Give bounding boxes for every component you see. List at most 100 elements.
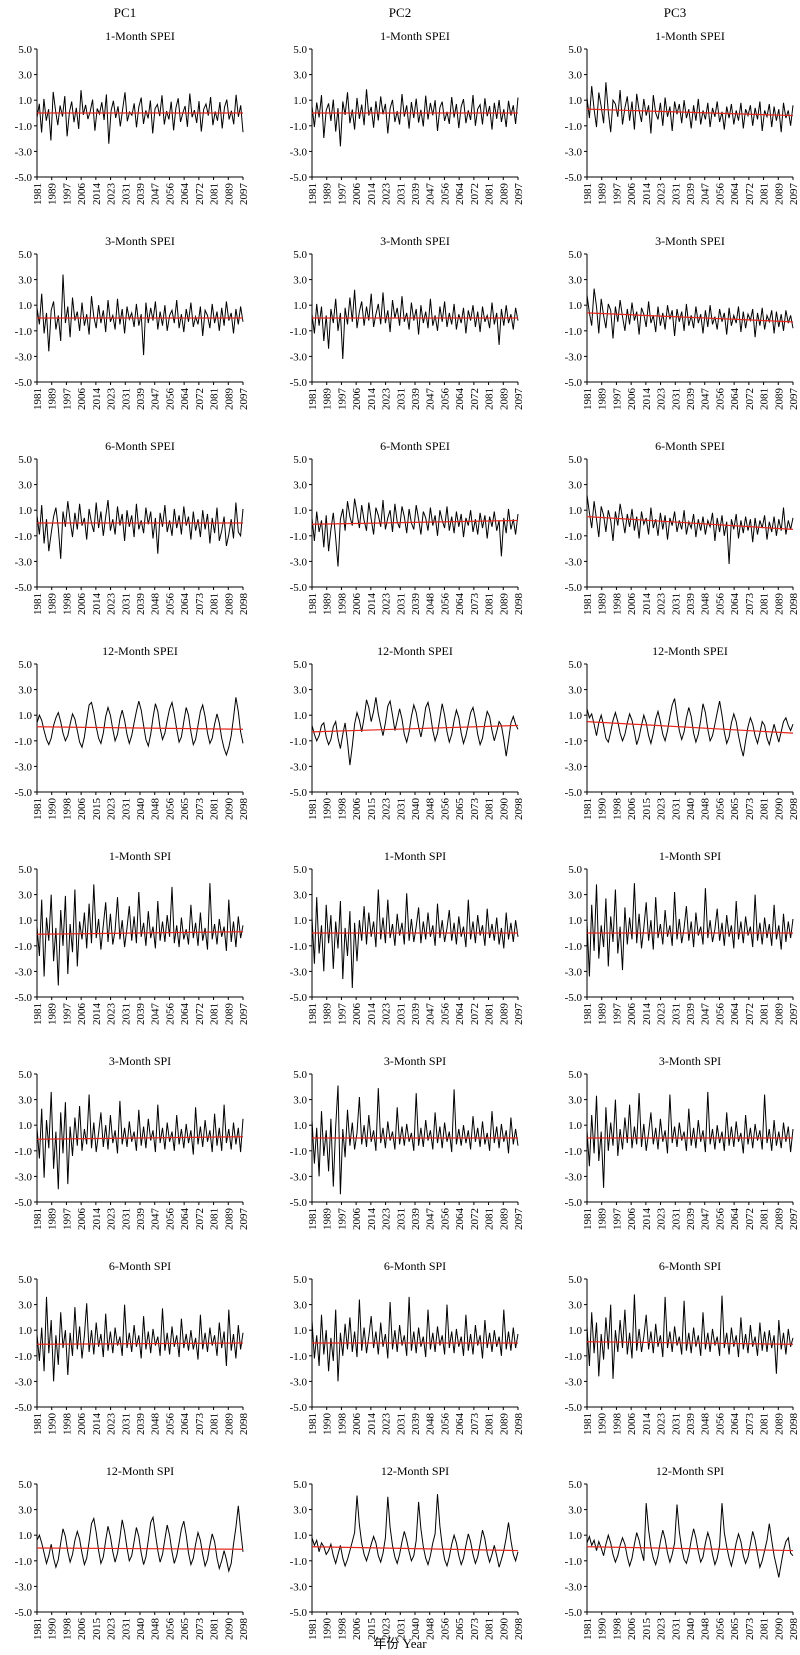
series-line bbox=[36, 883, 244, 986]
x-tick-label: 2065 bbox=[179, 1618, 191, 1641]
x-tick-label: 2089 bbox=[773, 183, 785, 206]
x-tick-label: 2072 bbox=[194, 1003, 206, 1025]
x-tick-label: 1981 bbox=[32, 183, 44, 205]
chart-title: 12-Month SPI bbox=[381, 1464, 449, 1478]
x-tick-label: 2048 bbox=[425, 1618, 437, 1641]
x-tick-label: 2014 bbox=[91, 1003, 103, 1026]
y-tick-label: -3.0 bbox=[565, 351, 583, 363]
y-tick-label: -3.0 bbox=[565, 556, 583, 568]
x-tick-label: 1998 bbox=[611, 1413, 623, 1436]
chart-title: 6-Month SPEI bbox=[105, 439, 175, 453]
x-tick-label: 2006 bbox=[76, 1003, 88, 1026]
x-tick-label: 2073 bbox=[194, 593, 206, 616]
x-tick-label: 2014 bbox=[366, 183, 378, 206]
x-tick-label: 2081 bbox=[759, 1618, 771, 1640]
y-tick-label: -5.0 bbox=[565, 582, 583, 594]
x-tick-label: 2031 bbox=[395, 183, 407, 205]
x-tick-label: 2064 bbox=[729, 1208, 741, 1231]
x-tick-label: 2065 bbox=[729, 798, 741, 821]
trend-line bbox=[311, 1546, 519, 1552]
x-tick-label: 2006 bbox=[626, 1208, 638, 1231]
x-tick-label: 2098 bbox=[238, 593, 250, 616]
x-tick-label: 2014 bbox=[366, 1413, 378, 1436]
x-tick-label: 2031 bbox=[395, 1618, 407, 1640]
y-tick-label: 5.0 bbox=[293, 249, 307, 261]
x-tick-label: 2089 bbox=[223, 1208, 235, 1231]
x-tick-label: 2081 bbox=[209, 1003, 221, 1025]
x-tick-label: 2072 bbox=[469, 1208, 481, 1230]
y-tick-label: 5.0 bbox=[293, 1479, 307, 1491]
x-tick-label: 1997 bbox=[336, 183, 348, 206]
x-tick-label: 2064 bbox=[729, 593, 741, 616]
x-tick-label: 2056 bbox=[164, 1003, 176, 1026]
y-tick-label: -1.0 bbox=[290, 326, 308, 338]
x-tick-label: 2089 bbox=[498, 1413, 510, 1436]
series-line bbox=[36, 1505, 244, 1573]
x-tick-label: 2089 bbox=[223, 388, 235, 411]
x-tick-label: 2072 bbox=[194, 388, 206, 410]
x-tick-label: 2023 bbox=[106, 388, 118, 411]
y-tick-label: 5.0 bbox=[568, 1069, 582, 1081]
series-line bbox=[586, 1294, 794, 1379]
y-tick-label: -1.0 bbox=[290, 1146, 308, 1158]
x-tick-label: 2015 bbox=[366, 1618, 378, 1641]
x-tick-label: 2089 bbox=[223, 1413, 235, 1436]
y-tick-label: -5.0 bbox=[290, 377, 308, 389]
x-tick-label: 2039 bbox=[135, 593, 147, 616]
chart-title: 6-Month SPI bbox=[109, 1259, 171, 1273]
chart-title: 3-Month SPEI bbox=[105, 234, 175, 248]
x-tick-label: 2006 bbox=[626, 183, 638, 206]
y-tick-label: -3.0 bbox=[290, 556, 308, 568]
x-tick-label: 2056 bbox=[714, 183, 726, 206]
x-tick-label: 1998 bbox=[336, 798, 348, 821]
y-tick-label: 1.0 bbox=[568, 1120, 582, 1132]
x-tick-label: 2006 bbox=[76, 388, 88, 411]
series-line bbox=[311, 289, 519, 360]
x-tick-label: 2014 bbox=[366, 388, 378, 411]
x-tick-label: 2023 bbox=[656, 1003, 668, 1026]
series-line bbox=[586, 288, 794, 339]
x-tick-label: 2081 bbox=[209, 388, 221, 410]
chart-title: 12-Month SPEI bbox=[102, 644, 178, 658]
x-tick-label: 1981 bbox=[307, 1003, 319, 1025]
x-tick-label: 2056 bbox=[714, 388, 726, 411]
x-tick-label: 2081 bbox=[209, 593, 221, 615]
x-tick-label: 2064 bbox=[179, 1413, 191, 1436]
x-tick-label: 2039 bbox=[410, 183, 422, 206]
x-tick-label: 2089 bbox=[773, 1208, 785, 1231]
y-tick-label: 3.0 bbox=[293, 890, 307, 902]
x-tick-label: 2040 bbox=[135, 1618, 147, 1641]
x-tick-label: 2039 bbox=[410, 388, 422, 411]
x-tick-label: 2090 bbox=[223, 1618, 235, 1641]
y-tick-label: -5.0 bbox=[565, 1197, 583, 1209]
y-tick-label: -3.0 bbox=[290, 1376, 308, 1388]
x-tick-label: 2023 bbox=[656, 798, 668, 821]
x-tick-label: 2006 bbox=[76, 183, 88, 206]
trend-line bbox=[36, 931, 244, 935]
y-tick-label: 5.0 bbox=[18, 454, 32, 466]
x-tick-label: 2014 bbox=[91, 593, 103, 616]
x-tick-label: 2006 bbox=[626, 388, 638, 411]
y-tick-label: -1.0 bbox=[565, 1351, 583, 1363]
x-tick-label: 2047 bbox=[700, 1003, 712, 1026]
y-tick-label: -5.0 bbox=[15, 582, 33, 594]
x-tick-label: 2089 bbox=[773, 1003, 785, 1026]
series-line bbox=[586, 82, 794, 134]
y-tick-label: -5.0 bbox=[565, 1607, 583, 1619]
chart-title: 3-Month SPEI bbox=[655, 234, 725, 248]
x-tick-label: 2039 bbox=[135, 388, 147, 411]
x-tick-label: 1981 bbox=[582, 798, 594, 820]
x-tick-label: 2090 bbox=[773, 798, 785, 821]
x-tick-label: 2056 bbox=[714, 798, 726, 821]
x-tick-label: 2081 bbox=[759, 388, 771, 410]
x-tick-label: 2014 bbox=[366, 593, 378, 616]
x-tick-label: 2048 bbox=[700, 1618, 712, 1641]
y-tick-label: 3.0 bbox=[18, 1300, 32, 1312]
y-tick-label: 5.0 bbox=[568, 1274, 582, 1286]
chart-title: 6-Month SPEI bbox=[380, 439, 450, 453]
